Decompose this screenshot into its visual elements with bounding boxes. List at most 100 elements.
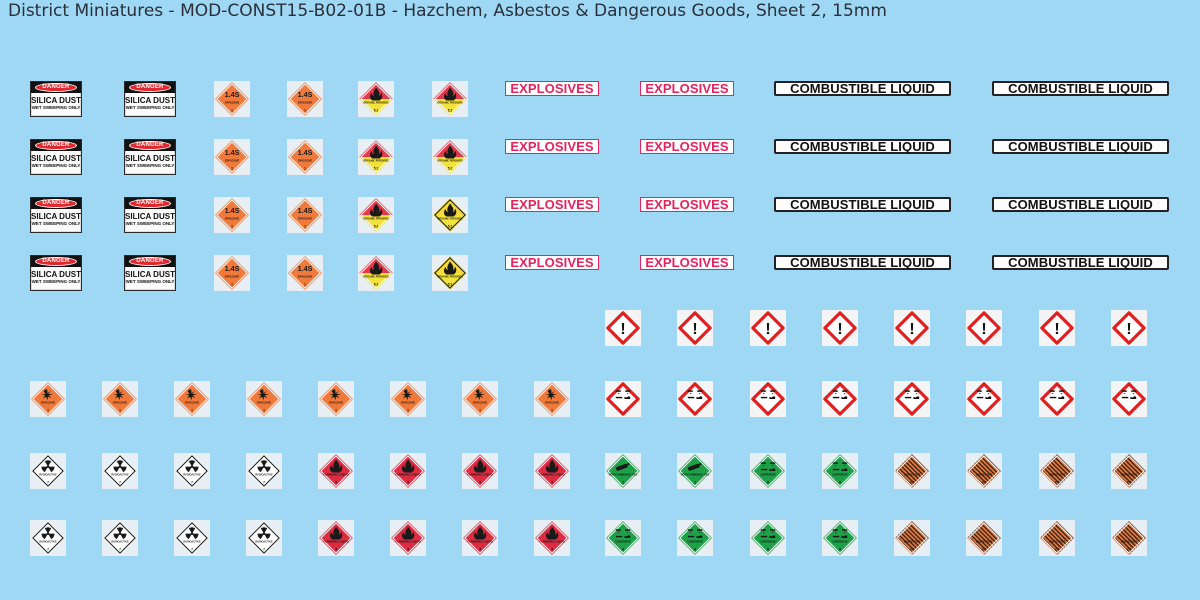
placard-text: EXPLOSIVE <box>257 402 272 405</box>
placard-text: EXPLOSIVE <box>225 160 240 163</box>
placard-class: 3 <box>551 481 553 485</box>
gas-cylinder-icon <box>687 462 702 471</box>
placard-class: 8 <box>622 548 624 552</box>
placard-class: 7 <box>119 548 121 552</box>
danger-main-text: SILICA DUST <box>31 212 81 221</box>
danger-main-text: SILICA DUST <box>125 270 175 279</box>
placard-class: 7 <box>191 548 193 552</box>
ghs-corrosive-pictogram <box>605 381 641 417</box>
placard-text: DANGEROUS <box>1121 541 1138 544</box>
placard-class: 8 <box>839 548 841 552</box>
organic-peroxide-yellow-placard: ORGANIC PEROXIDE 5.2 <box>432 197 468 233</box>
danger-sub-text: WET SWEEPING ONLY <box>31 221 81 226</box>
placard-text: RADIOACTIVE <box>183 474 201 477</box>
placard-text: EXPLOSIVE <box>401 402 416 405</box>
danger-sub-text: WET SWEEPING ONLY <box>31 105 81 110</box>
ghs-exclamation-pictogram: ! <box>1039 310 1075 346</box>
placard-text: NON-FLAMMABLE GAS <box>681 474 710 477</box>
non-flammable-gas-placard: NON-FLAMMABLE GAS 2 <box>605 453 641 489</box>
exclamation-icon: ! <box>620 321 625 338</box>
placard-class: 4.3 <box>910 481 915 485</box>
ghs-corrosive-pictogram <box>1039 381 1075 417</box>
corrosion-icon <box>615 529 631 538</box>
explosives-strip: EXPLOSIVES <box>505 255 599 270</box>
dangerous-when-wet-placard: DANGEROUS 4.3 <box>1111 453 1147 489</box>
placard-code: 1.4S <box>298 264 313 273</box>
placard-text: CORROSIVE <box>832 474 847 477</box>
explosion-icon <box>113 388 126 401</box>
danger-header: DANGER <box>129 257 171 266</box>
explosive-placard: EXPLOSIVE 1 <box>534 381 570 417</box>
placard-code: 1.4S <box>298 206 313 215</box>
placard-class: 7 <box>263 548 265 552</box>
explosive-placard: EXPLOSIVE 1 <box>174 381 210 417</box>
placard-text: RADIOACTIVE <box>111 474 129 477</box>
ghs-corrosive-pictogram <box>966 381 1002 417</box>
danger-silica-dust-sign: DANGER SILICA DUST WET SWEEPING ONLY <box>30 139 82 175</box>
placard-class: 1 <box>551 409 553 413</box>
dangerous-when-wet-placard: DANGEROUS 4.3 <box>894 453 930 489</box>
flame-icon <box>401 459 415 473</box>
combustible-strip: COMBUSTIBLE LIQUID <box>992 197 1169 212</box>
danger-header: DANGER <box>35 141 77 150</box>
placard-class: 1 <box>231 225 233 229</box>
ghs-corrosive-pictogram <box>822 381 858 417</box>
corrosion-icon <box>687 390 703 399</box>
placard-code: 1.4S <box>225 206 240 215</box>
placard-class: 5.2 <box>448 225 453 229</box>
explosion-icon <box>185 388 198 401</box>
placard-class: 4.3 <box>910 548 915 552</box>
placard-class: 1 <box>119 409 121 413</box>
explosion-icon <box>329 388 342 401</box>
placard-class: 1 <box>231 109 233 113</box>
placard-class: 1 <box>231 283 233 287</box>
placard-class: 1 <box>335 409 337 413</box>
placard-class: 5.2 <box>448 167 453 171</box>
corrosive-green-placard: CORROSIVE 8 <box>677 520 713 556</box>
flame-icon <box>443 145 457 159</box>
explosion-icon <box>545 388 558 401</box>
placard-text: EXPLOSIVE <box>473 402 488 405</box>
danger-header-band: DANGER <box>125 198 175 209</box>
organic-peroxide-red-placard: ORGANIC PEROXIDE 5.2 <box>432 139 468 175</box>
danger-header: DANGER <box>35 199 77 208</box>
placard-class: 3 <box>335 548 337 552</box>
placard-text: CORROSIVE <box>760 541 775 544</box>
ghs-exclamation-pictogram: ! <box>605 310 641 346</box>
placard-class: 8 <box>694 548 696 552</box>
gas-cylinder-icon <box>615 462 630 471</box>
danger-header: DANGER <box>35 257 77 266</box>
danger-sub-text: WET SWEEPING ONLY <box>125 279 175 284</box>
placard-text: CORROSIVE <box>832 541 847 544</box>
combustible-strip: COMBUSTIBLE LIQUID <box>992 81 1169 96</box>
danger-header: DANGER <box>129 141 171 150</box>
organic-peroxide-red-placard: ORGANIC PEROXIDE 5.2 <box>358 139 394 175</box>
placard-text: EXPLOSIVE <box>41 402 56 405</box>
placard-class: 4.3 <box>982 548 987 552</box>
radioactive-placard: RADIOACTIVE 7 <box>174 520 210 556</box>
placard-text: DANGEROUS <box>904 541 921 544</box>
explosives-strip: EXPLOSIVES <box>640 255 734 270</box>
radiation-icon <box>257 460 271 473</box>
danger-header: DANGER <box>35 83 77 92</box>
danger-silica-dust-sign: DANGER SILICA DUST WET SWEEPING ONLY <box>124 255 176 291</box>
danger-sub-text: WET SWEEPING ONLY <box>125 221 175 226</box>
danger-main-text: SILICA DUST <box>125 96 175 105</box>
placard-class: 8 <box>767 481 769 485</box>
placard-class: 1 <box>304 283 306 287</box>
explosive-placard: EXPLOSIVE 1 <box>246 381 282 417</box>
radioactive-placard: RADIOACTIVE 7 <box>30 520 66 556</box>
ghs-corrosive-pictogram <box>894 381 930 417</box>
corrosion-icon <box>760 462 776 471</box>
placard-class: 8 <box>839 481 841 485</box>
flame-icon <box>369 145 383 159</box>
danger-header: DANGER <box>129 199 171 208</box>
organic-peroxide-red-placard: ORGANIC PEROXIDE 5.2 <box>358 255 394 291</box>
placard-text: RADIOACTIVE <box>39 474 57 477</box>
radioactive-placard: RADIOACTIVE 7 <box>174 453 210 489</box>
placard-text: ORGANIC PEROXIDE <box>437 102 463 105</box>
explosives-strip: EXPLOSIVES <box>505 81 599 96</box>
ghs-exclamation-pictogram: ! <box>1111 310 1147 346</box>
ghs-exclamation-pictogram: ! <box>822 310 858 346</box>
placard-text: ORGANIC PEROXIDE <box>363 218 389 221</box>
